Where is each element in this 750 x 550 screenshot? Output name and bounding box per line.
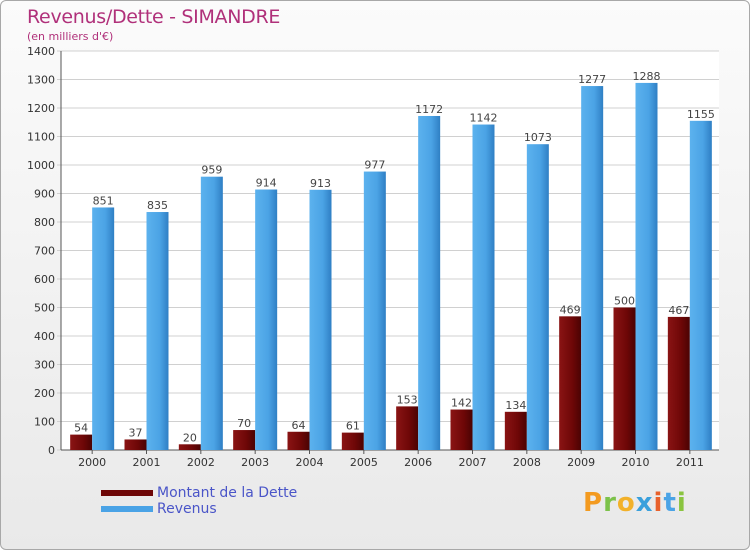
x-tick-label: 2001 bbox=[133, 456, 161, 469]
y-tick-label: 700 bbox=[34, 245, 55, 258]
logo-letter: x bbox=[635, 488, 654, 518]
value-label-debt: 153 bbox=[397, 393, 418, 406]
proxiti-logo: Proxiti bbox=[583, 488, 687, 518]
logo-letter: o bbox=[616, 488, 636, 518]
bar-revenus bbox=[472, 124, 495, 450]
logo-letter: i bbox=[676, 488, 687, 518]
bar-debt bbox=[450, 409, 473, 450]
y-tick-label: 100 bbox=[34, 416, 55, 429]
bar-debt bbox=[124, 439, 147, 450]
bar-revenus bbox=[526, 144, 549, 450]
x-tick-label: 2009 bbox=[567, 456, 595, 469]
bar-debt bbox=[287, 431, 310, 450]
bar-debt bbox=[178, 444, 201, 450]
x-tick-label: 2000 bbox=[78, 456, 106, 469]
bar-revenus bbox=[92, 207, 115, 450]
value-label-revenus: 1155 bbox=[687, 108, 715, 121]
value-label-revenus: 914 bbox=[256, 177, 277, 190]
value-label-debt: 469 bbox=[560, 303, 581, 316]
bar-revenus bbox=[255, 189, 278, 450]
chart-title: Revenus/Dette - SIMANDRE bbox=[27, 6, 281, 28]
chart-subtitle: (en milliers d'€) bbox=[27, 30, 114, 43]
bar-debt bbox=[233, 430, 256, 450]
value-label-revenus: 1288 bbox=[633, 70, 661, 83]
bar-revenus bbox=[635, 82, 658, 451]
y-tick-label: 1000 bbox=[27, 159, 55, 172]
bar-revenus bbox=[200, 176, 223, 450]
x-tick-label: 2008 bbox=[513, 456, 541, 469]
bar-revenus bbox=[309, 189, 332, 451]
logo-letter: r bbox=[603, 488, 617, 518]
x-tick-label: 2002 bbox=[187, 456, 215, 469]
y-tick-label: 1300 bbox=[27, 74, 55, 87]
bar-debt bbox=[396, 406, 419, 450]
x-tick-label: 2006 bbox=[404, 456, 432, 469]
value-label-revenus: 1142 bbox=[470, 112, 498, 125]
y-tick-label: 200 bbox=[34, 387, 55, 400]
value-label-revenus: 1073 bbox=[524, 131, 552, 144]
value-label-debt: 134 bbox=[505, 399, 526, 412]
y-tick-label: 600 bbox=[34, 273, 55, 286]
value-label-revenus: 1277 bbox=[578, 73, 606, 86]
legend-label-debt: Montant de la Dette bbox=[157, 485, 298, 501]
value-label-debt: 500 bbox=[614, 295, 635, 308]
value-label-debt: 142 bbox=[451, 397, 472, 410]
value-label-debt: 37 bbox=[129, 426, 143, 439]
value-label-revenus: 977 bbox=[364, 159, 385, 172]
bar-debt bbox=[70, 434, 93, 450]
logo-letter: t bbox=[663, 488, 677, 518]
y-tick-label: 0 bbox=[48, 444, 55, 457]
bar-debt bbox=[613, 307, 636, 450]
bar-debt bbox=[341, 432, 364, 450]
y-tick-label: 800 bbox=[34, 216, 55, 229]
x-tick-label: 2005 bbox=[350, 456, 378, 469]
bar-debt bbox=[559, 316, 582, 450]
value-label-revenus: 1172 bbox=[415, 103, 443, 116]
x-tick-label: 2010 bbox=[622, 456, 650, 469]
y-tick-label: 1200 bbox=[27, 102, 55, 115]
bar-revenus bbox=[146, 212, 169, 450]
bar-revenus bbox=[418, 115, 441, 450]
x-tick-label: 2011 bbox=[676, 456, 704, 469]
value-label-revenus: 959 bbox=[201, 164, 222, 177]
x-tick-label: 2004 bbox=[296, 456, 324, 469]
value-label-revenus: 835 bbox=[147, 199, 168, 212]
bar-revenus bbox=[363, 171, 386, 450]
value-label-debt: 20 bbox=[183, 431, 197, 444]
logo-letter: P bbox=[583, 488, 604, 518]
value-label-revenus: 913 bbox=[310, 177, 331, 190]
value-label-revenus: 851 bbox=[93, 194, 114, 207]
bar-debt bbox=[667, 316, 690, 450]
x-tick-label: 2007 bbox=[459, 456, 487, 469]
y-tick-label: 1400 bbox=[27, 45, 55, 58]
legend-label-revenus: Revenus bbox=[157, 501, 217, 517]
x-tick-label: 2003 bbox=[241, 456, 269, 469]
value-label-debt: 61 bbox=[346, 420, 360, 433]
value-label-debt: 54 bbox=[74, 422, 88, 435]
y-tick-label: 300 bbox=[34, 359, 55, 372]
legend-swatch-revenus bbox=[101, 506, 153, 512]
value-label-debt: 467 bbox=[668, 304, 689, 317]
y-tick-label: 900 bbox=[34, 188, 55, 201]
y-tick-label: 400 bbox=[34, 330, 55, 343]
bar-revenus bbox=[689, 120, 712, 450]
bar-revenus bbox=[581, 86, 604, 451]
value-label-debt: 70 bbox=[237, 417, 251, 430]
bar-debt bbox=[504, 411, 527, 450]
logo-letter: i bbox=[653, 488, 664, 518]
legend-swatch-debt bbox=[101, 490, 153, 496]
y-tick-label: 1100 bbox=[27, 131, 55, 144]
y-tick-label: 500 bbox=[34, 302, 55, 315]
value-label-debt: 64 bbox=[292, 419, 306, 432]
